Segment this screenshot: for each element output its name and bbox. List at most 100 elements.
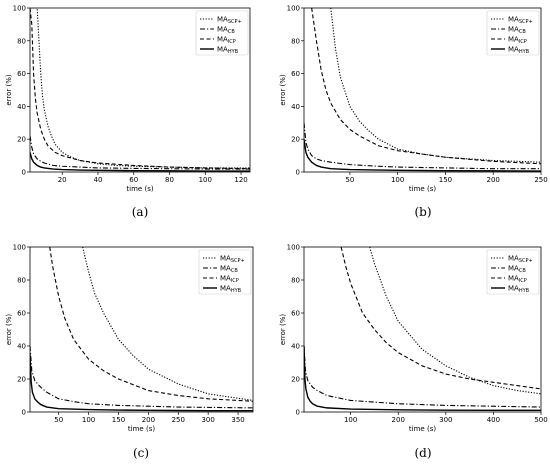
y-axis-label: error (%) xyxy=(5,74,13,106)
legend-entry: MAHYB xyxy=(220,285,242,295)
panel-caption: (d) xyxy=(414,446,431,460)
x-tick-label: 200 xyxy=(142,416,155,424)
plot-frame xyxy=(303,246,542,413)
series-line-scpplus xyxy=(369,247,541,395)
legend-entry: MAHYB xyxy=(508,46,530,56)
x-tick-label: 100 xyxy=(199,176,212,184)
x-axis-label: time (s) xyxy=(126,185,153,193)
y-tick-label: 0 xyxy=(22,409,26,417)
x-tick-label: 500 xyxy=(534,416,547,424)
x-axis-label: time (s) xyxy=(409,185,436,193)
series-line-hyb xyxy=(304,345,541,412)
series-line-icp xyxy=(49,247,253,402)
legend-entry: MASCP+ xyxy=(508,255,533,265)
y-tick-label: 80 xyxy=(291,37,300,45)
series-line-cb xyxy=(304,122,541,170)
x-tick-label: 20 xyxy=(58,176,67,184)
x-tick-label: 200 xyxy=(487,176,500,184)
y-tick-label: 60 xyxy=(291,310,300,318)
legend-entry: MACB xyxy=(220,265,238,275)
y-tick-label: 80 xyxy=(291,277,300,285)
y-tick-label: 20 xyxy=(291,376,300,384)
x-tick-label: 150 xyxy=(439,176,452,184)
legend-box xyxy=(195,10,249,56)
series-line-cb xyxy=(304,345,541,408)
x-tick-label: 200 xyxy=(392,416,405,424)
x-tick-label: 250 xyxy=(172,416,185,424)
series-line-cb xyxy=(30,345,253,409)
legend-entry: MAICP xyxy=(508,36,527,46)
series-line-icp xyxy=(311,8,541,165)
panel-caption: (a) xyxy=(132,205,149,219)
y-axis-label: error (%) xyxy=(5,314,13,346)
x-tick-label: 300 xyxy=(439,416,452,424)
x-axis-label: time (s) xyxy=(409,425,436,433)
y-tick-label: 0 xyxy=(296,169,300,177)
legend-entry: MASCP+ xyxy=(217,16,242,26)
x-tick-label: 400 xyxy=(487,416,500,424)
panel-caption: (c) xyxy=(133,446,149,460)
x-tick-label: 60 xyxy=(129,176,138,184)
chart-b: 50 100 150 200 250 0 20 40 60 80 100 time (s) error … xyxy=(279,5,548,220)
legend-entry: MASCP+ xyxy=(220,255,245,265)
y-tick-label: 40 xyxy=(291,343,300,351)
y-tick-label: 100 xyxy=(287,244,300,252)
y-tick-label: 100 xyxy=(287,5,300,13)
y-tick-label: 0 xyxy=(296,409,300,417)
plot-frame xyxy=(29,7,251,173)
series-line-scpplus xyxy=(330,8,541,163)
y-tick-label: 60 xyxy=(291,70,300,78)
x-axis-label: time (s) xyxy=(128,425,155,433)
series-line-hyb xyxy=(30,354,253,412)
y-tick-label: 20 xyxy=(17,376,26,384)
y-tick-label: 80 xyxy=(17,37,26,45)
legend-box xyxy=(486,10,540,56)
y-axis-label: error (%) xyxy=(279,74,287,106)
panel-caption: (b) xyxy=(414,205,431,219)
legend-entry: MAICP xyxy=(220,275,239,285)
legend-entry: MACB xyxy=(508,26,526,36)
x-tick-label: 40 xyxy=(94,176,103,184)
y-tick-label: 0 xyxy=(22,169,26,177)
legend-entry: MACB xyxy=(508,265,526,275)
series-line-scpplus xyxy=(82,247,253,401)
y-tick-label: 100 xyxy=(13,5,26,13)
y-tick-label: 20 xyxy=(17,136,26,144)
plot-frame xyxy=(303,7,542,173)
chart-c: 50 100 150 200 250 300 350 0 20 40 60 80 100 time (s)… xyxy=(5,244,254,460)
y-tick-label: 60 xyxy=(17,70,26,78)
series-line-icp xyxy=(340,247,541,390)
y-tick-label: 100 xyxy=(13,244,26,252)
y-tick-label: 20 xyxy=(291,136,300,144)
y-tick-label: 40 xyxy=(291,103,300,111)
plot-frame xyxy=(29,246,254,413)
y-tick-label: 80 xyxy=(17,277,26,285)
y-tick-label: 40 xyxy=(17,343,26,351)
x-tick-label: 100 xyxy=(82,416,95,424)
x-tick-label: 80 xyxy=(165,176,174,184)
y-tick-label: 40 xyxy=(17,103,26,111)
x-tick-label: 350 xyxy=(231,416,244,424)
chart-a: 20 40 60 80 100 120 0 20 40 60 80 100 time (s) error … xyxy=(5,5,251,219)
x-tick-label: 100 xyxy=(391,176,404,184)
legend-entry: MAICP xyxy=(217,36,236,46)
series-line-hyb xyxy=(304,139,541,172)
legend-box xyxy=(486,249,540,295)
x-tick-label: 300 xyxy=(201,416,214,424)
legend-entry: MACB xyxy=(217,26,235,36)
y-axis-label: error (%) xyxy=(279,314,287,346)
legend-box xyxy=(198,249,252,295)
series-line-icp xyxy=(30,8,250,170)
legend-entry: MAHYB xyxy=(508,285,530,295)
x-tick-label: 100 xyxy=(344,416,357,424)
x-tick-label: 150 xyxy=(112,416,125,424)
legend-entry: MAHYB xyxy=(217,46,239,56)
legend-entry: MASCP+ xyxy=(508,16,533,26)
x-tick-label: 50 xyxy=(54,416,63,424)
x-tick-label: 250 xyxy=(534,176,547,184)
x-tick-label: 120 xyxy=(234,176,247,184)
chart-d: 100 200 300 400 500 0 20 40 60 80 100 time (s) error… xyxy=(279,244,548,461)
series-line-hyb xyxy=(30,152,250,172)
x-tick-label: 50 xyxy=(345,176,354,184)
